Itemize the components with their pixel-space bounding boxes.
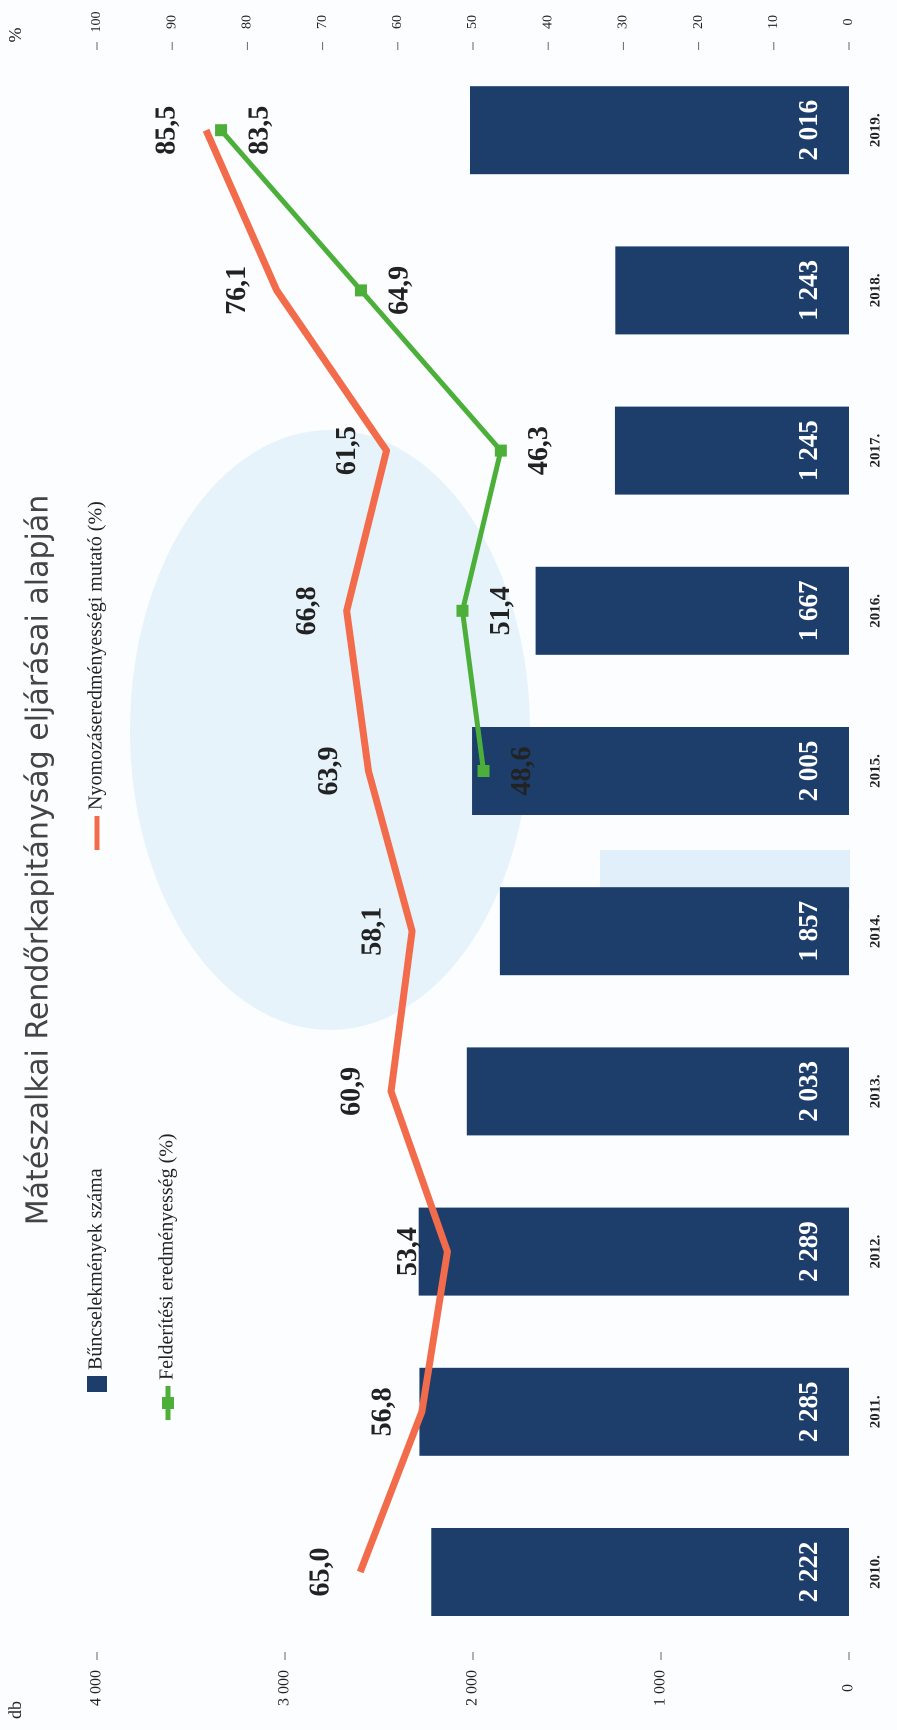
bar-value-label: 2 033	[793, 1061, 823, 1122]
data-label: 61,5	[331, 426, 362, 475]
point-marker	[494, 444, 507, 457]
x-tick-label: 2010.	[867, 1555, 883, 1589]
data-label: 51,4	[485, 586, 516, 635]
bar-value-label: 2 005	[793, 741, 823, 802]
y2-tick-label: 20	[691, 15, 706, 29]
background-decoration	[130, 430, 530, 1030]
y-axis-label: db	[5, 1701, 25, 1719]
data-label: 60,9	[335, 1067, 366, 1116]
bar	[418, 1207, 849, 1296]
x-tick-label: 2012.	[867, 1234, 883, 1268]
bar-value-label: 2 285	[793, 1381, 823, 1442]
data-label: 48,6	[506, 747, 537, 796]
bar	[499, 887, 849, 976]
y2-tick-label: 60	[390, 15, 405, 29]
data-label: 46,3	[523, 426, 554, 475]
data-label: 64,9	[383, 266, 414, 315]
bar-value-label: 2 016	[793, 100, 823, 161]
y2-tick-label: 80	[240, 15, 255, 29]
x-tick-label: 2016.	[867, 594, 883, 628]
y2-tick-label: 0	[841, 19, 856, 26]
y2-tick-label: 100	[89, 12, 104, 33]
bar	[466, 1047, 849, 1136]
legend-marker	[162, 1397, 174, 1409]
y-tick-label: 1 000	[652, 1670, 669, 1706]
y2-tick-label: 50	[465, 15, 480, 29]
legend-label: Felderítési eredményesség (%)	[156, 1133, 178, 1380]
data-label: 58,1	[357, 907, 388, 956]
data-label: 56,8	[366, 1387, 397, 1436]
y2-tick-label: 40	[540, 15, 555, 29]
bar	[614, 406, 849, 495]
legend-marker	[87, 1376, 107, 1392]
bar	[469, 86, 849, 175]
bar-value-label: 1 667	[793, 580, 823, 641]
bar	[535, 566, 849, 655]
point-marker	[456, 604, 469, 617]
data-label: 53,4	[392, 1227, 423, 1276]
point-marker	[215, 124, 228, 137]
data-label: 76,1	[221, 266, 252, 315]
data-label: 85,5	[150, 106, 181, 155]
data-label: 66,8	[291, 586, 322, 635]
y-tick-label: 4 000	[88, 1670, 105, 1706]
y2-tick-label: 70	[315, 15, 330, 29]
y-tick-label: 3 000	[276, 1670, 293, 1706]
bar	[615, 246, 849, 335]
x-tick-label: 2015.	[867, 754, 883, 788]
legend-label: Nyomozáseredményességi mutató (%)	[85, 501, 107, 810]
bar-value-label: 1 857	[793, 901, 823, 962]
x-tick-label: 2019.	[867, 113, 883, 147]
y2-tick-label: 30	[616, 15, 631, 29]
x-tick-label: 2013.	[867, 1074, 883, 1108]
point-marker	[354, 284, 367, 297]
bar-value-label: 2 289	[793, 1221, 823, 1282]
rotated-chart: Mátészalkai Rendőrkapitányság eljárásai …	[5, 12, 883, 1720]
y-tick-label: 0	[840, 1684, 857, 1692]
data-label: 83,5	[244, 106, 275, 155]
chart-title: Mátészalkai Rendőrkapitányság eljárásai …	[21, 495, 56, 1226]
bar	[431, 1528, 849, 1616]
x-tick-label: 2014.	[867, 914, 883, 948]
legend-label: Bűncselekmények száma	[85, 1168, 107, 1370]
bar	[472, 727, 849, 815]
x-tick-label: 2017.	[867, 433, 883, 467]
bar	[419, 1367, 849, 1456]
line	[202, 128, 451, 1574]
y2-axis-label: %	[5, 28, 25, 43]
bar-value-label: 1 243	[793, 260, 823, 321]
y-tick-label: 2 000	[464, 1670, 481, 1706]
data-label: 63,9	[313, 747, 344, 796]
x-tick-label: 2018.	[867, 273, 883, 307]
y2-tick-label: 90	[164, 15, 179, 29]
data-label: 65,0	[305, 1548, 336, 1597]
bar-value-label: 2 222	[793, 1542, 823, 1603]
bar-value-label: 1 245	[793, 420, 823, 481]
point-marker	[477, 765, 490, 777]
y2-tick-label: 10	[766, 15, 781, 29]
x-tick-label: 2011.	[867, 1395, 883, 1428]
